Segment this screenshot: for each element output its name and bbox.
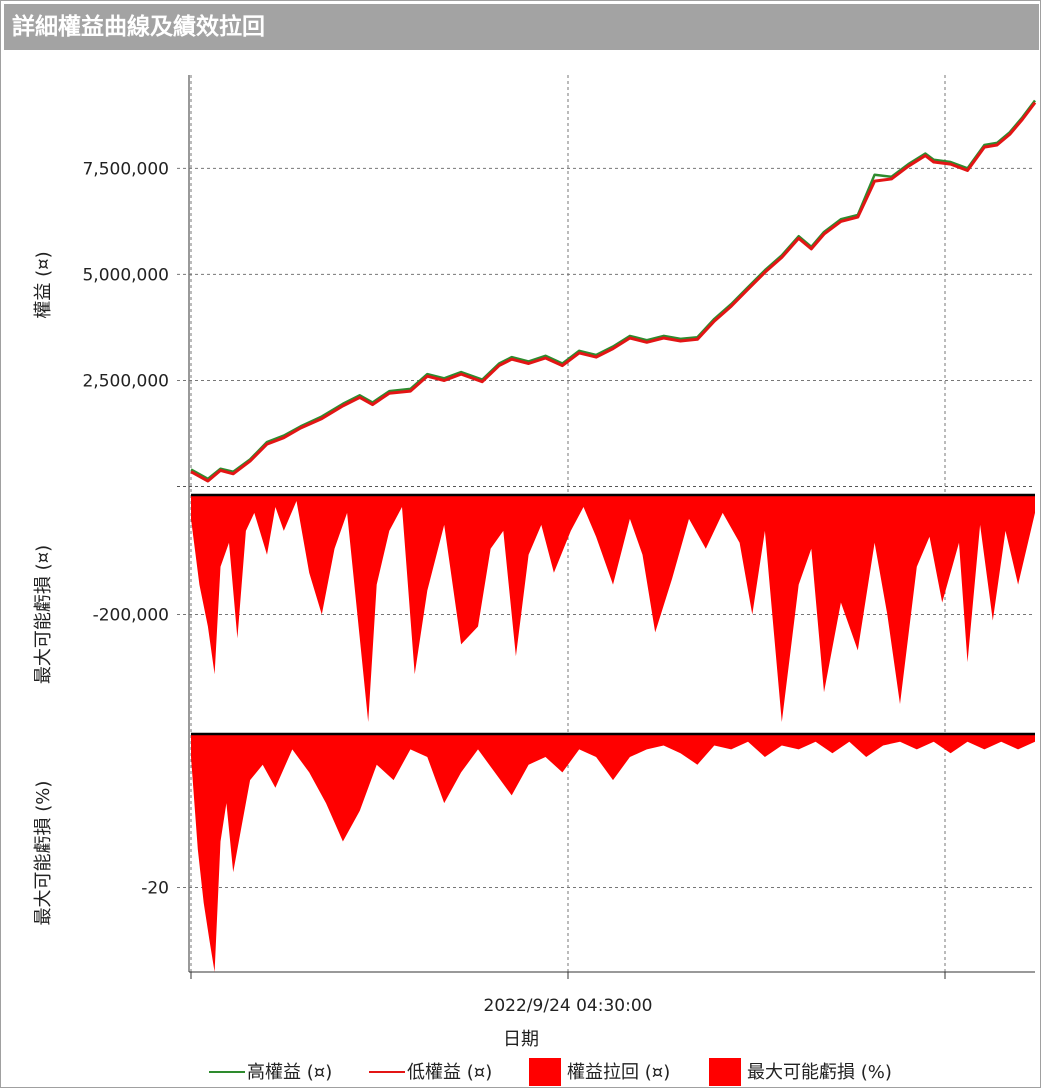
x-axis-title: 日期 [503,1029,539,1050]
legend-swatch-3 [709,1058,741,1086]
series-line-高權益 (¤) [190,99,1036,481]
y-tick-label-equity-2: 7,500,000 [82,159,169,179]
y-tick-label-equity-1: 5,000,000 [82,265,169,285]
y-tick-label-equity-0: 2,500,000 [82,371,169,391]
y-axis-title-drawdown-percent: 最大可能虧損 (%) [33,781,54,926]
legend-label-0: 高權益 (¤) [247,1062,332,1083]
y-axis-title-equity: 權益 (¤) [33,251,54,318]
series-line-低權益 (¤) [190,101,1037,483]
y-axis-title-drawdown-value: 最大可能虧損 (¤) [33,545,54,684]
legend-swatch-2 [529,1058,561,1086]
y-tick-label-drawdown-value-0: -200,000 [93,606,169,626]
window-title: 詳細權益曲線及績效拉回 [4,4,1039,50]
series-area-最大可能虧損 (%) [191,734,1035,972]
x-tick-label-1: 2022/9/24 04:30:00 [484,996,653,1016]
legend-label-2: 權益拉回 (¤) [567,1062,670,1083]
y-tick-label-drawdown-percent-0: -20 [141,879,169,899]
legend-label-3: 最大可能虧損 (%) [747,1062,892,1083]
series-area-權益拉回 (¤) [191,495,1035,722]
legend-label-1: 低權益 (¤) [407,1062,492,1083]
